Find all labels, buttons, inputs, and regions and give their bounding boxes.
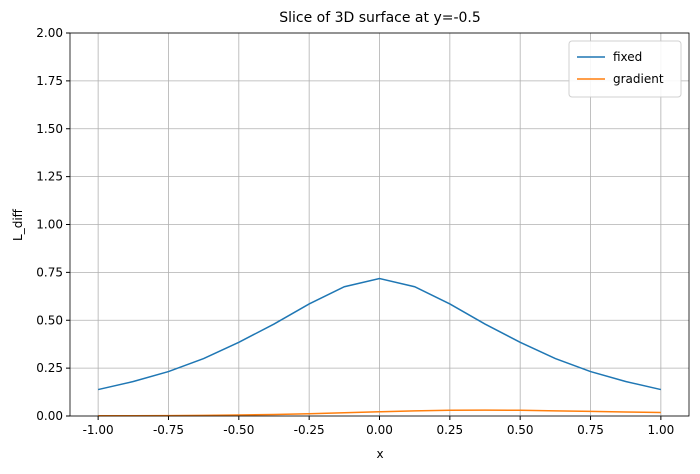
- x-tick-label: -0.50: [223, 423, 254, 437]
- x-tick-label: 0.75: [577, 423, 604, 437]
- x-tick-label: -1.00: [83, 423, 114, 437]
- y-tick-label: 0.00: [36, 409, 63, 423]
- y-tick-label: 2.00: [36, 26, 63, 40]
- x-tick-label: 1.00: [648, 423, 675, 437]
- chart-title: Slice of 3D surface at y=-0.5: [279, 10, 481, 26]
- x-tick-label: 0.00: [366, 423, 393, 437]
- x-axis-label: x: [376, 447, 383, 461]
- y-axis-label: L_diff: [11, 208, 25, 241]
- legend-label: fixed: [613, 50, 642, 64]
- y-tick-label: 0.50: [36, 313, 63, 327]
- line-series: [98, 409, 661, 417]
- legend-label: gradient: [613, 72, 664, 86]
- x-tick-label: -0.75: [153, 423, 184, 437]
- y-tick-label: 1.25: [36, 170, 63, 184]
- y-tick-label: 1.75: [36, 74, 63, 88]
- plot-frame: [69, 32, 690, 417]
- x-tick-label: 0.50: [507, 423, 534, 437]
- x-tick-label: -0.25: [294, 423, 325, 437]
- line-series: [97, 277, 662, 391]
- y-tick-label: 0.75: [36, 265, 63, 279]
- legend-box: [568, 40, 682, 98]
- y-tick-label: 0.25: [36, 361, 63, 375]
- x-tick-label: 0.25: [436, 423, 463, 437]
- y-tick-label: 1.00: [36, 218, 63, 232]
- y-tick-label: 1.50: [36, 122, 63, 136]
